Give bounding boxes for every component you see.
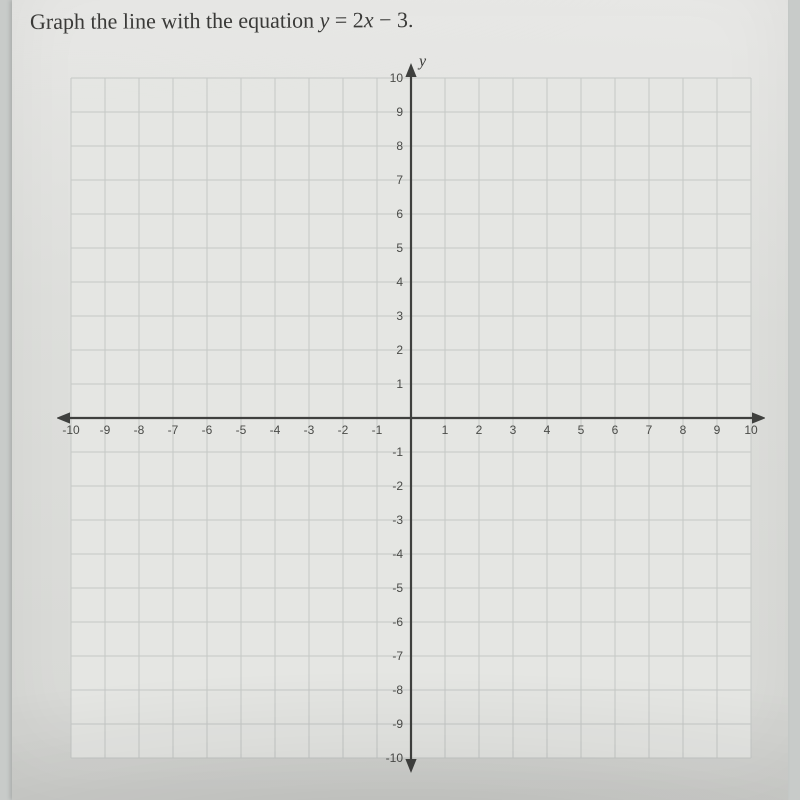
- svg-text:1: 1: [396, 377, 403, 391]
- svg-text:3: 3: [510, 423, 517, 437]
- svg-text:-2: -2: [338, 423, 349, 437]
- svg-text:8: 8: [680, 423, 687, 437]
- svg-text:-1: -1: [392, 445, 403, 459]
- problem-prompt: Graph the line with the equation y = 2x …: [30, 7, 414, 35]
- svg-text:2: 2: [396, 343, 403, 357]
- svg-text:7: 7: [646, 423, 653, 437]
- svg-text:5: 5: [396, 241, 403, 255]
- svg-text:-8: -8: [134, 423, 145, 437]
- svg-text:7: 7: [396, 173, 403, 187]
- svg-text:-3: -3: [392, 513, 403, 527]
- svg-text:-5: -5: [392, 581, 403, 595]
- svg-text:-9: -9: [100, 423, 111, 437]
- svg-text:10: 10: [390, 71, 404, 85]
- svg-text:-6: -6: [202, 423, 213, 437]
- svg-text:y: y: [417, 54, 427, 70]
- svg-text:-4: -4: [392, 547, 403, 561]
- svg-text:-4: -4: [270, 423, 281, 437]
- prompt-equation: y: [320, 7, 330, 32]
- svg-text:-3: -3: [304, 423, 315, 437]
- svg-text:-10: -10: [62, 423, 80, 437]
- svg-text:3: 3: [396, 309, 403, 323]
- svg-text:5: 5: [578, 423, 585, 437]
- svg-text:4: 4: [396, 275, 403, 289]
- svg-text:9: 9: [714, 423, 721, 437]
- svg-text:2: 2: [476, 423, 483, 437]
- svg-text:1: 1: [442, 423, 449, 437]
- svg-text:6: 6: [612, 423, 619, 437]
- svg-text:-9: -9: [392, 717, 403, 731]
- svg-text:4: 4: [544, 423, 551, 437]
- svg-text:6: 6: [396, 207, 403, 221]
- svg-text:-7: -7: [392, 649, 403, 663]
- svg-text:-10: -10: [386, 751, 404, 765]
- svg-text:-7: -7: [168, 423, 179, 437]
- svg-text:-2: -2: [392, 479, 403, 493]
- svg-text:-5: -5: [236, 423, 247, 437]
- prompt-prefix: Graph the line with the equation: [30, 7, 320, 34]
- svg-text:-8: -8: [392, 683, 403, 697]
- svg-text:10: 10: [744, 423, 758, 437]
- svg-text:9: 9: [396, 105, 403, 119]
- prompt-suffix: .: [408, 7, 414, 32]
- worksheet-page: Graph the line with the equation y = 2x …: [12, 0, 788, 800]
- grid-svg: 1 2 3 4 5 6 7 8 9 10 -1 -2 -3 -4 -5 -6 -7 -8 -9 -10 1 2 3 4 5 6 7 8…: [57, 54, 765, 774]
- svg-text:8: 8: [396, 139, 403, 153]
- coordinate-grid: 1 2 3 4 5 6 7 8 9 10 -1 -2 -3 -4 -5 -6 -7 -8 -9 -10 1 2 3 4 5 6 7 8…: [57, 54, 765, 774]
- svg-text:-6: -6: [392, 615, 403, 629]
- svg-text:-1: -1: [372, 423, 383, 437]
